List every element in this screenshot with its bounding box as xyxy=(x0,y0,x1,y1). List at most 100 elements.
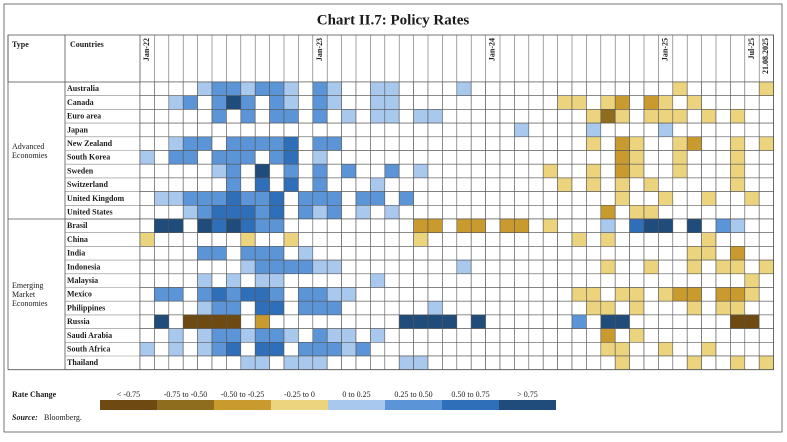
cell xyxy=(312,300,328,316)
cell xyxy=(413,355,429,370)
empty-cell xyxy=(514,259,530,275)
cell xyxy=(168,136,184,151)
empty-cell xyxy=(744,328,760,343)
empty-cell xyxy=(154,109,170,124)
empty-cell xyxy=(398,218,414,233)
empty-cell xyxy=(226,246,242,261)
row-header: Type xyxy=(12,40,29,49)
empty-cell xyxy=(701,300,717,316)
empty-cell xyxy=(413,191,429,206)
empty-cell xyxy=(355,246,371,261)
cell xyxy=(211,300,227,316)
cell xyxy=(283,177,299,192)
empty-cell xyxy=(658,246,674,261)
cell xyxy=(211,163,227,179)
cell xyxy=(283,259,299,275)
legend-label: 0.50 to 0.75 xyxy=(451,390,489,399)
cell xyxy=(269,246,285,261)
empty-cell xyxy=(629,81,645,96)
empty-cell xyxy=(499,314,515,329)
cell xyxy=(557,177,573,192)
cell xyxy=(643,218,659,233)
row-label: South Africa xyxy=(67,344,110,353)
empty-cell xyxy=(557,259,573,275)
cell xyxy=(730,109,746,124)
empty-cell xyxy=(326,246,342,261)
empty-cell xyxy=(154,355,170,370)
cell xyxy=(211,205,227,220)
empty-cell xyxy=(557,246,573,261)
empty-cell xyxy=(730,205,746,220)
empty-cell xyxy=(557,287,573,302)
empty-cell xyxy=(427,95,443,110)
empty-cell xyxy=(427,177,443,192)
empty-cell xyxy=(614,259,630,275)
empty-cell xyxy=(398,205,414,220)
cell xyxy=(240,136,256,151)
empty-cell xyxy=(528,341,544,357)
cell xyxy=(427,314,443,329)
empty-cell xyxy=(514,205,530,220)
cell xyxy=(298,259,314,275)
empty-cell xyxy=(226,109,242,124)
empty-cell xyxy=(542,177,558,192)
empty-cell xyxy=(499,109,515,124)
cell xyxy=(470,314,486,329)
cell xyxy=(370,81,386,96)
cell xyxy=(154,218,170,233)
empty-cell xyxy=(197,109,213,124)
empty-cell xyxy=(269,177,285,192)
empty-cell xyxy=(600,287,616,302)
cell xyxy=(744,314,760,329)
cell xyxy=(672,136,688,151)
cell xyxy=(154,287,170,302)
empty-cell xyxy=(528,314,544,329)
empty-cell xyxy=(528,300,544,316)
cell xyxy=(629,300,645,316)
empty-cell xyxy=(514,95,530,110)
cell xyxy=(254,287,270,302)
empty-cell xyxy=(586,232,602,247)
empty-cell xyxy=(557,136,573,151)
empty-cell xyxy=(557,300,573,316)
cell xyxy=(701,191,717,206)
empty-cell xyxy=(744,177,760,192)
cell xyxy=(254,81,270,96)
empty-cell xyxy=(427,136,443,151)
cell xyxy=(240,232,256,247)
cell xyxy=(197,191,213,206)
empty-cell xyxy=(499,259,515,275)
empty-cell xyxy=(658,300,674,316)
empty-cell xyxy=(701,177,717,192)
cell xyxy=(312,150,328,165)
empty-cell xyxy=(542,205,558,220)
cell xyxy=(226,191,242,206)
empty-cell xyxy=(341,150,357,165)
empty-cell xyxy=(614,273,630,288)
empty-cell xyxy=(528,246,544,261)
empty-cell xyxy=(182,109,198,124)
empty-cell xyxy=(370,341,386,357)
empty-cell xyxy=(499,328,515,343)
cell xyxy=(197,218,213,233)
empty-cell xyxy=(182,218,198,233)
empty-cell xyxy=(499,177,515,192)
empty-cell xyxy=(139,177,155,192)
empty-cell xyxy=(485,355,501,370)
empty-cell xyxy=(758,177,774,192)
empty-cell xyxy=(744,205,760,220)
empty-cell xyxy=(154,136,170,151)
cell xyxy=(326,95,342,110)
empty-cell xyxy=(514,81,530,96)
empty-cell xyxy=(470,341,486,357)
empty-cell xyxy=(442,136,458,151)
empty-cell xyxy=(658,355,674,370)
empty-cell xyxy=(154,150,170,165)
empty-cell xyxy=(672,328,688,343)
empty-cell xyxy=(715,314,731,329)
empty-cell xyxy=(398,232,414,247)
cell xyxy=(298,287,314,302)
cell xyxy=(643,205,659,220)
empty-cell xyxy=(758,150,774,165)
empty-cell xyxy=(298,163,314,179)
